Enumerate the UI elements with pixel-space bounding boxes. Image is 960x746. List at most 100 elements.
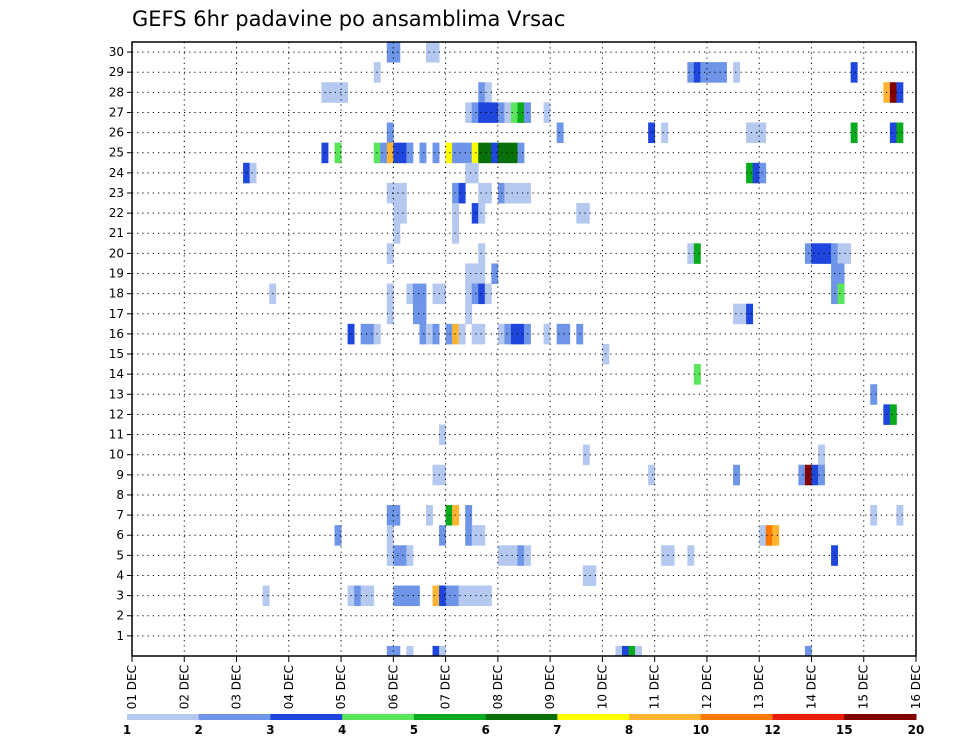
heatmap-cell [889,122,897,144]
heatmap-cell [478,82,486,103]
y-tick-label: 6 [116,528,124,542]
heatmap-cell [850,62,858,83]
heatmap-cell [386,645,394,657]
heatmap-cell [484,283,492,305]
heatmap-cell [811,464,819,486]
heatmap-cell [818,444,825,466]
heatmap-cell [556,122,564,144]
y-tick-label: 7 [116,508,124,522]
heatmap-cell [465,263,473,284]
colorbar-label: 7 [553,723,561,737]
y-tick-label: 17 [109,307,124,321]
heatmap-cell [262,585,270,607]
heatmap-cell [412,585,420,607]
colorbar-label: 2 [195,723,203,737]
heatmap-cell [556,323,564,345]
chart-title: GEFS 6hr padavine po ansamblima Vrsac [132,7,565,31]
colorbar-label: 15 [836,723,853,737]
heatmap-cell [478,263,486,284]
x-tick-label: 13 DEC [752,665,766,709]
heatmap-cell [491,102,499,123]
heatmap-cell [419,323,427,345]
heatmap-cell [458,323,466,345]
heatmap-cell [465,102,473,123]
heatmap-cell [837,283,845,305]
heatmap-cell [334,525,342,546]
heatmap-cell [445,585,453,607]
y-tick-label: 21 [109,226,124,240]
heatmap-cell [465,525,473,546]
heatmap-cell [249,162,257,184]
heatmap-cell [837,263,845,284]
heatmap-cell [458,182,466,204]
heatmap-cell [465,162,473,184]
heatmap-cell [746,122,754,144]
heatmap-cell [412,303,420,325]
heatmap-cell [896,505,904,526]
heatmap-cell [889,82,897,103]
heatmap-cell [432,464,440,486]
y-tick-label: 26 [109,126,124,140]
heatmap-cell [733,464,740,486]
heatmap-cell [478,142,486,164]
heatmap-cell [491,142,499,164]
y-tick-label: 9 [116,468,124,482]
heatmap-cell [478,243,486,264]
heatmap-cell [667,545,675,566]
heatmap-cell [380,142,388,164]
heatmap-cell [759,122,767,144]
heatmap-cell [589,565,597,586]
x-tick-label: 16 DEC [909,665,923,709]
x-tick-label: 10 DEC [595,665,609,709]
heatmap-cell [432,585,440,607]
heatmap-cell [824,243,832,264]
heatmap-cell [367,585,375,607]
heatmap-cell [739,303,747,325]
heatmap-cell [439,525,446,546]
heatmap-cell [393,645,401,657]
heatmap-cell [837,243,845,264]
heatmap-cell [733,303,740,325]
y-tick-label: 4 [116,568,124,582]
heatmap-cell [661,122,669,144]
colorbar-label: 3 [266,723,274,737]
y-tick-label: 30 [109,45,124,59]
heatmap-cell [419,303,427,325]
colorbar: 1 2 3 4 5 6 7 8 10 12 15 20 [123,714,925,737]
heatmap-cell [804,645,812,657]
heatmap-cell [510,323,518,345]
y-tick-label: 16 [109,327,124,341]
heatmap-cell [844,243,852,264]
heatmap-cell [386,142,394,164]
heatmap-cell [393,585,401,607]
y-tick-label: 2 [116,609,124,623]
heatmap-cell [393,545,401,566]
y-tick-label: 20 [109,246,124,260]
heatmap-cell [478,203,486,224]
heatmap-cell [818,464,825,486]
heatmap-cell [439,283,446,305]
heatmap-cell [628,645,636,657]
colorbar-swatch [127,714,200,720]
colorbar-label: 20 [908,723,925,737]
x-tick-label: 14 DEC [805,665,819,709]
x-tick-label: 04 DEC [282,665,296,709]
colorbar-swatch [413,714,487,720]
heatmap-cell [484,182,492,204]
heatmap-cell [687,545,695,566]
y-tick-label: 12 [109,407,124,421]
colorbar-label: 5 [410,723,418,737]
heatmap-cell [517,545,525,566]
heatmap-cell [543,323,551,345]
heatmap-cell [687,62,695,83]
heatmap-cell [510,182,518,204]
heatmap-cell [889,404,897,425]
heatmap-cell [445,323,453,345]
heatmap-cell [635,645,642,657]
heatmap-cell [386,182,394,204]
heatmap-cell [765,525,773,546]
x-tick-label: 09 DEC [543,665,557,709]
y-tick-label: 10 [109,448,124,462]
y-tick-label: 3 [116,589,124,603]
heatmap-cell [700,62,708,83]
